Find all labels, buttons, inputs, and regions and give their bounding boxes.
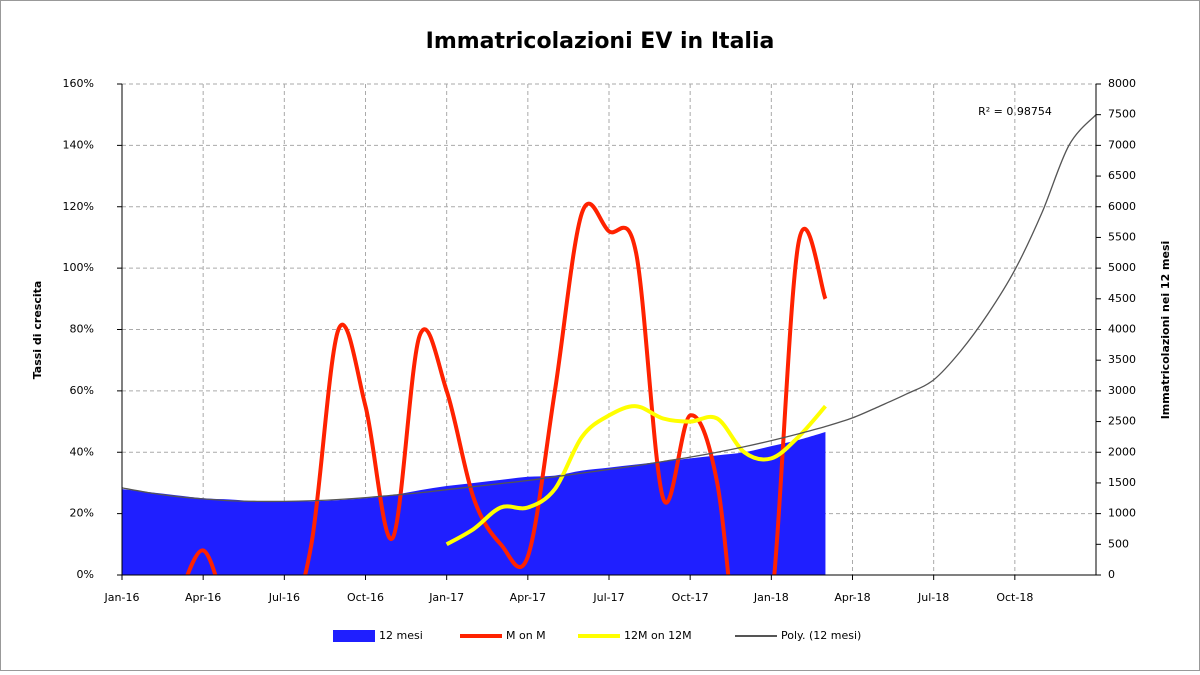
y-tick-label: 140%: [63, 138, 94, 151]
x-tick-label: Apr-17: [510, 591, 546, 604]
y2-tick-label: 7500: [1108, 108, 1136, 121]
legend-label: Poly. (12 mesi): [781, 629, 861, 642]
y2-tick-label: 1500: [1108, 476, 1136, 489]
y2-tick-label: 4500: [1108, 292, 1136, 305]
legend-label: 12M on 12M: [624, 629, 692, 642]
y-tick-label: 80%: [70, 323, 94, 336]
chart-title: Immatricolazioni EV in Italia: [426, 29, 775, 54]
y-tick-label: 120%: [63, 200, 94, 213]
x-tick-label: Oct-17: [672, 591, 709, 604]
y2-tick-label: 3500: [1108, 353, 1136, 366]
x-tick-label: Jan-16: [104, 591, 140, 604]
trend-line: [122, 114, 1096, 503]
y2-tick-label: 6000: [1108, 200, 1136, 213]
y2-tick-label: 1000: [1108, 507, 1136, 520]
legend-label: M on M: [506, 629, 546, 642]
y2-tick-label: 0: [1108, 568, 1115, 581]
x-tick-label: Oct-16: [347, 591, 384, 604]
y2-tick-label: 5500: [1108, 230, 1136, 243]
y-tick-label: 20%: [70, 507, 94, 520]
y2-tick-label: 7000: [1108, 138, 1136, 151]
x-tick-label: Oct-18: [996, 591, 1033, 604]
y2-tick-label: 2000: [1108, 445, 1136, 458]
line: [445, 404, 827, 547]
y-tick-label: 0%: [77, 568, 94, 581]
x-tick-label: Jan-17: [428, 591, 464, 604]
y2-tick-label: 6500: [1108, 169, 1136, 182]
plot-area: [122, 114, 1096, 575]
y-tick-label: 40%: [70, 445, 94, 458]
y2-axis-title: Immatricolazioni nei 12 mesi: [1159, 241, 1172, 420]
y-tick-label: 60%: [70, 384, 94, 397]
y-tick-label: 160%: [63, 77, 94, 90]
x-tick-label: Apr-18: [834, 591, 870, 604]
y2-tick-label: 3000: [1108, 384, 1136, 397]
x-tick-label: Jan-18: [753, 591, 789, 604]
x-tick-label: Jul-16: [268, 591, 300, 604]
y2-tick-label: 5000: [1108, 261, 1136, 274]
x-tick-label: Apr-16: [185, 591, 221, 604]
y2-tick-label: 2500: [1108, 415, 1136, 428]
x-tick-label: Jul-18: [917, 591, 949, 604]
legend-swatch: [333, 630, 375, 642]
y2-tick-label: 500: [1108, 537, 1129, 550]
y-axis-title: Tassi di crescita: [31, 281, 44, 380]
line: [185, 201, 828, 575]
y2-tick-label: 8000: [1108, 77, 1136, 90]
axes: 0% 20% 40% 60% 80% 100% 120% 140% 160% 0 500 1000 15…: [63, 77, 1136, 604]
legend: 12 mesi M on M 12M on 12M Poly. (12 mesi): [333, 629, 861, 642]
annotation: R² = 0.98754: [978, 105, 1052, 118]
y2-tick-label: 4000: [1108, 323, 1136, 336]
y-tick-label: 100%: [63, 261, 94, 274]
legend-label: 12 mesi: [379, 629, 423, 642]
x-tick-label: Jul-17: [592, 591, 624, 604]
